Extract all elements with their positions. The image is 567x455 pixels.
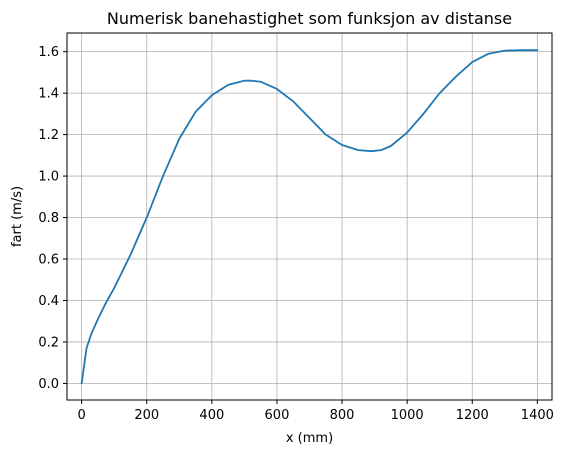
y-tick-label: 1.2 [38, 128, 59, 143]
plot-series [80, 49, 539, 385]
x-tick-label: 800 [330, 408, 355, 423]
y-axis-label: fart (m/s) [10, 186, 25, 247]
y-tick-label: 1.0 [38, 170, 59, 185]
x-axis-label: x (mm) [286, 431, 333, 446]
series-line [80, 49, 539, 385]
y-tick-label: 0.2 [38, 335, 59, 350]
plot-frame [66, 32, 553, 401]
y-tick-label: 0.8 [38, 211, 59, 226]
x-tick-label: 1000 [391, 408, 424, 423]
x-tick-label: 1200 [456, 408, 489, 423]
y-tick-label: 1.6 [38, 45, 59, 60]
x-tick-label: 1400 [521, 408, 554, 423]
x-tick-label: 600 [265, 408, 290, 423]
y-tick-label: 0.0 [38, 377, 59, 392]
chart-title: Numerisk banehastighet som funksjon av d… [107, 9, 512, 28]
axis-ticks: 0 200 400 600 800 1000 1200 1400 0.0 0.2 0.4 0.6 0.8… [38, 45, 554, 423]
y-tick-label: 0.4 [38, 294, 59, 309]
y-tick-label: 1.4 [38, 87, 59, 102]
x-tick-label: 200 [134, 408, 159, 423]
grid-lines [67, 33, 552, 400]
x-tick-label: 400 [199, 408, 224, 423]
x-tick-label: 0 [78, 408, 86, 423]
y-tick-label: 0.6 [38, 253, 59, 268]
